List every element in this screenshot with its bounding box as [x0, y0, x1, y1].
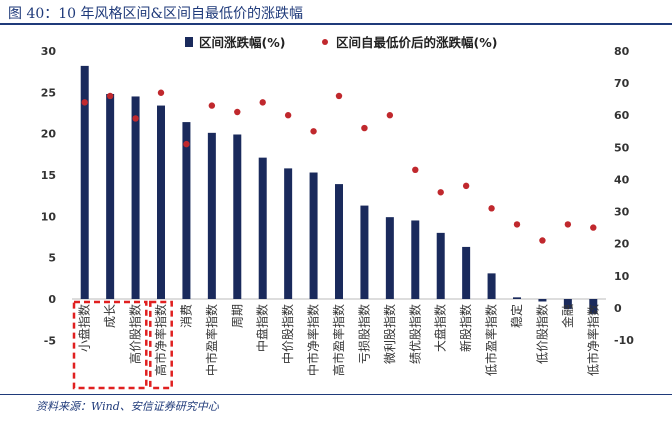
bar — [436, 232, 445, 299]
category-label: 高市盈率指数 — [331, 304, 346, 376]
dot-series — [81, 89, 597, 244]
category-label: 绩优股指数 — [407, 304, 422, 364]
title-rule — [0, 23, 672, 25]
dot-point — [539, 237, 546, 244]
bar — [487, 273, 496, 299]
dot-point — [183, 140, 190, 148]
bar — [106, 93, 115, 299]
right-tick-label: 20 — [614, 238, 630, 251]
left-tick-label: 5 — [48, 252, 56, 265]
dot-point — [335, 92, 343, 100]
dot-point — [462, 182, 470, 190]
dot-point — [310, 128, 317, 135]
dot-point — [564, 221, 572, 228]
bar — [513, 297, 521, 299]
category-label: 中市净率指数 — [306, 304, 321, 376]
category-label: 小盘指数 — [77, 304, 92, 352]
dot-point — [157, 89, 165, 96]
left-tick-label: 20 — [41, 128, 57, 141]
right-tick-label: 0 — [614, 302, 622, 315]
bar — [258, 157, 267, 299]
right-tick-label: 50 — [614, 141, 630, 154]
right-tick-label: -10 — [614, 334, 634, 347]
bar — [360, 205, 369, 299]
category-label: 低市盈率指数 — [484, 304, 499, 376]
bar-series — [80, 65, 598, 314]
category-label: 中价股指数 — [280, 304, 295, 364]
dot-point — [437, 189, 444, 196]
category-label: 低市净率指数 — [585, 304, 600, 376]
dot-point — [488, 205, 495, 212]
highlight-box — [72, 300, 148, 390]
bar — [385, 217, 394, 299]
dot-point — [386, 112, 394, 119]
left-tick-label: 15 — [41, 169, 56, 182]
dot-point — [284, 112, 292, 119]
right-tick-label: 70 — [614, 77, 630, 90]
category-label: 稳定 — [509, 304, 524, 328]
bar — [411, 220, 420, 299]
category-label: 低价股指数 — [534, 304, 549, 364]
category-label: 成长 — [103, 304, 117, 328]
left-tick-label: 30 — [41, 45, 57, 58]
bar — [309, 172, 318, 299]
source-note: 资料来源：Wind、安信证券研究中心 — [36, 400, 219, 413]
category-label: 高价股指数 — [128, 304, 143, 364]
legend-dot-swatch — [322, 39, 328, 45]
category-label: 亏损股指数 — [356, 304, 371, 364]
bar — [207, 132, 216, 299]
dot-point — [412, 166, 419, 174]
right-tick-label: 40 — [614, 173, 630, 186]
bar — [182, 122, 191, 300]
bar — [589, 299, 598, 314]
legend-dot-label: 区间自最低价后的涨跌幅(%) — [336, 35, 497, 50]
legend-bar-swatch — [185, 37, 193, 47]
bar — [462, 246, 471, 299]
right-tick-label: 80 — [614, 45, 630, 58]
bar — [131, 96, 140, 299]
figure-title: 图 40：10 年风格区间&区间自最低价的涨跌幅 — [8, 6, 303, 22]
dot-point — [234, 108, 241, 116]
dot-point — [81, 99, 88, 106]
bar — [335, 184, 343, 299]
source-rule — [0, 394, 672, 395]
legend: 区间涨跌幅(%) 区间自最低价后的涨跌幅(%) — [185, 35, 497, 50]
right-axis: -10 0 10 20 30 40 50 60 70 80 — [614, 45, 634, 347]
dot-point — [106, 92, 114, 100]
bar — [538, 299, 547, 302]
dot-point — [132, 115, 139, 122]
highlight-boxes — [72, 300, 173, 390]
dot-point — [590, 224, 597, 231]
dot-point — [513, 221, 521, 228]
left-axis: -5 0 5 10 15 20 25 30 — [41, 45, 57, 347]
bar — [233, 134, 242, 299]
right-tick-label: 60 — [614, 109, 630, 122]
left-tick-label: 0 — [48, 293, 56, 306]
left-tick-label: 10 — [41, 210, 57, 223]
dot-point — [361, 124, 368, 132]
category-label: 高市净率指数 — [153, 304, 168, 376]
legend-bar-label: 区间涨跌幅(%) — [199, 35, 285, 50]
bar — [80, 65, 89, 299]
category-label: 大盘指数 — [433, 304, 448, 352]
left-tick-label: -5 — [44, 334, 56, 347]
dot-point — [259, 99, 266, 106]
dot-point — [208, 102, 216, 109]
category-label: 中盘指数 — [255, 304, 270, 352]
category-label: 中市盈率指数 — [204, 304, 219, 376]
category-label: 消费 — [179, 304, 193, 328]
bar — [563, 299, 572, 309]
right-tick-label: 30 — [614, 206, 630, 219]
bar — [157, 105, 165, 299]
category-label: 新股指数 — [458, 304, 473, 352]
category-label: 周期 — [230, 304, 244, 328]
category-label: 金融 — [560, 304, 575, 328]
highlight-box — [149, 300, 173, 390]
category-label: 微利股指数 — [382, 304, 397, 364]
category-labels: 小盘指数 成长 高价股指数 高市净率指数 消费 中市盈率指数 周期 中盘指数 中价股指数 中市净率… — [77, 304, 601, 376]
left-tick-label: 25 — [41, 86, 56, 99]
right-tick-label: 10 — [614, 270, 630, 283]
bar — [284, 168, 293, 299]
